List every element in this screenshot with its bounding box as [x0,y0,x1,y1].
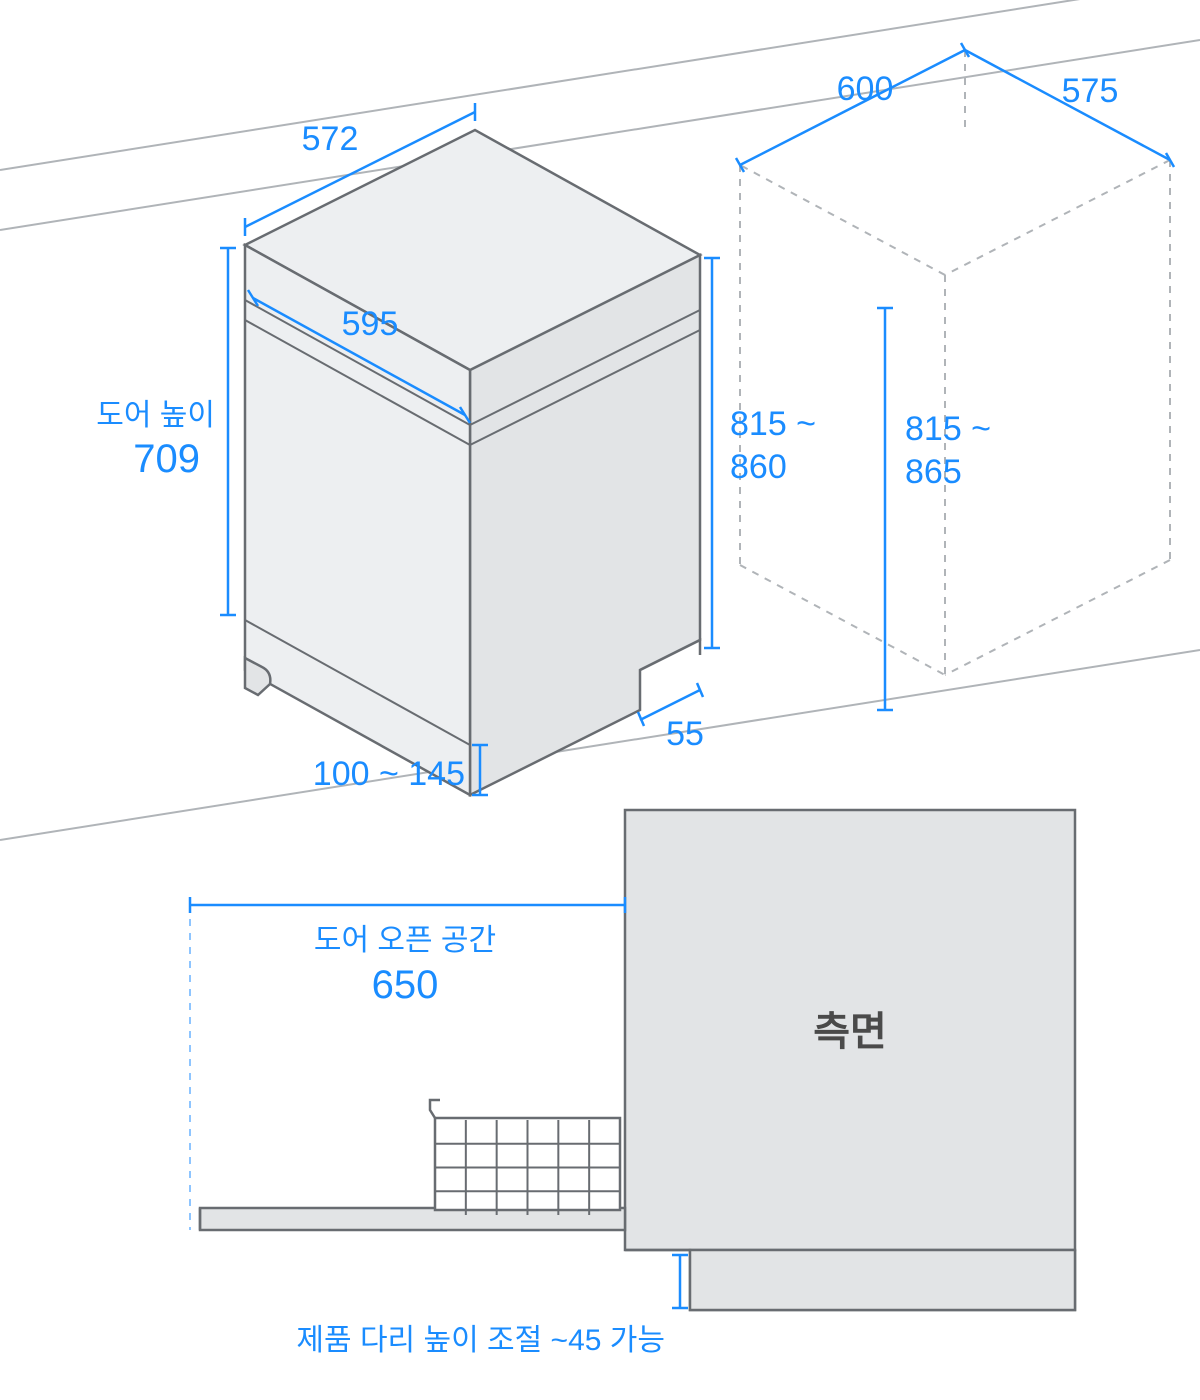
dim-door-open-label: 도어 오픈 공간 [314,924,496,957]
dim-door-label: 도어 높이 [96,399,215,432]
side-panel-label: 측면 [813,1010,887,1054]
diagram-root: 572 595 도어 높이 709 815 ~ 860 100 ~ 145 55 [0,0,1200,1400]
dim-572-value: 572 [302,120,359,158]
dim-600-value: 600 [837,70,894,108]
side-rack [430,1100,620,1215]
dim-door-value: 709 [133,437,200,481]
dim-595-value: 595 [342,305,399,343]
side-body: 측면 [625,810,1075,1310]
dim-815-860-l1: 815 ~ [730,405,816,443]
dim-door-709: 도어 높이 709 [96,248,236,615]
dim-leg-adjust: 제품 다리 높이 조절 ~45 가능 [296,1255,688,1357]
dim-55: 55 [638,683,704,753]
dim-door-open-value: 650 [372,963,439,1007]
dim-815-860: 815 ~ 860 [704,258,816,648]
dim-100-145-value: 100 ~ 145 [313,755,465,793]
dim-815-865-l2: 865 [905,453,962,491]
diagram-svg: 572 595 도어 높이 709 815 ~ 860 100 ~ 145 55 [0,0,1200,1400]
dim-815-865: 815 ~ 865 [877,308,991,710]
dim-815-860-l2: 860 [730,448,787,486]
dim-575-value: 575 [1062,72,1119,110]
dim-leg-adjust-label: 제품 다리 높이 조절 ~45 가능 [296,1324,665,1357]
cavity-outline [740,50,1170,675]
appliance-iso [245,130,700,795]
dim-815-865-l1: 815 ~ [905,410,991,448]
dim-55-value: 55 [666,715,704,753]
dim-575: 575 [965,50,1174,167]
side-door-panel [200,1208,625,1230]
